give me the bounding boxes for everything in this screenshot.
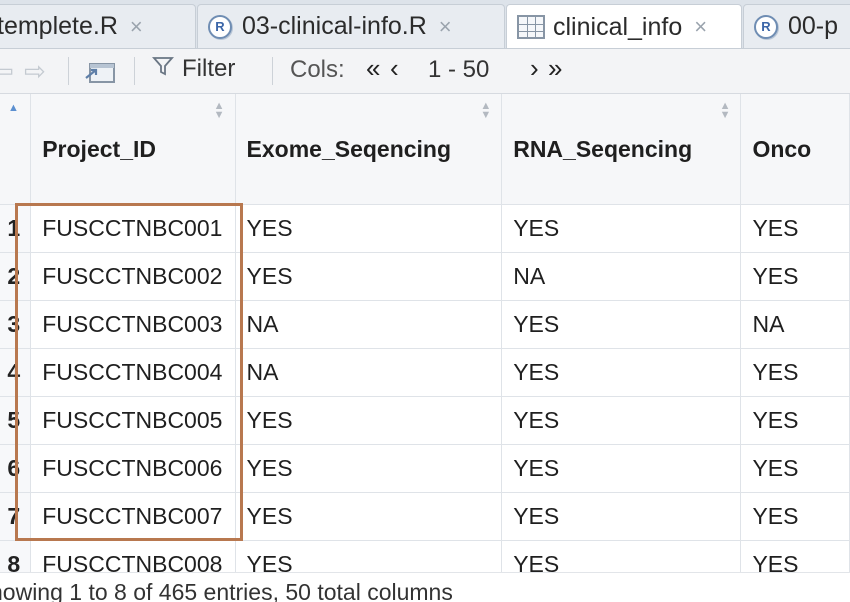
row-number: 1 xyxy=(0,204,32,253)
sort-icon: ▲ ▼ xyxy=(719,100,731,121)
table-cell: YES xyxy=(740,396,850,445)
table-cell: NA xyxy=(740,300,850,349)
table-cell: YES xyxy=(501,396,742,445)
editor-tab-bar: templete.R × R 03-clinical-info.R × clin… xyxy=(0,0,850,49)
table-row: 5 FUSCCTNBC005 YES YES YES xyxy=(0,396,850,445)
row-number: 5 xyxy=(0,396,32,445)
tab-clinical-info[interactable]: clinical_info × xyxy=(506,4,742,48)
data-grid-icon xyxy=(517,15,545,39)
table-cell: YES xyxy=(740,444,850,493)
sort-icon: ▲ ▼ xyxy=(480,100,492,121)
table-cell: YES xyxy=(235,444,503,493)
table-cell: FUSCCTNBC007 xyxy=(30,492,236,541)
table-row: 3 FUSCCTNBC003 NA YES NA xyxy=(0,300,850,349)
table-cell: YES xyxy=(235,492,503,541)
table-cell: NA xyxy=(235,300,503,349)
table-cell: FUSCCTNBC005 xyxy=(30,396,236,445)
column-header-project-id[interactable]: Project_ID ▲ ▼ xyxy=(30,94,236,205)
table-cell: FUSCCTNBC001 xyxy=(30,204,236,253)
column-range: 1 - 50 xyxy=(428,56,490,83)
r-file-icon: R xyxy=(754,14,778,39)
table-cell: YES xyxy=(740,348,850,397)
last-columns-button[interactable]: » xyxy=(548,53,563,83)
table-row: 4 FUSCCTNBC004 NA YES YES xyxy=(0,348,850,397)
data-viewer-toolbar: ⇦ ⇨ Filter Cols: « ‹ 1 - 50 › » xyxy=(0,49,850,94)
column-header-onco[interactable]: Onco xyxy=(740,94,850,205)
table-cell: FUSCCTNBC004 xyxy=(30,348,236,397)
table-cell: FUSCCTNBC006 xyxy=(30,444,236,493)
table-cell: FUSCCTNBC008 xyxy=(30,540,236,572)
table-cell: NA xyxy=(501,252,742,301)
tab-label: 00-p xyxy=(788,12,839,40)
row-number: 3 xyxy=(0,300,32,349)
table-cell: YES xyxy=(501,540,742,572)
table-cell: FUSCCTNBC003 xyxy=(30,300,236,349)
toolbar-divider xyxy=(272,57,273,85)
table-cell: YES xyxy=(501,444,742,493)
table-row: 6 FUSCCTNBC006 YES YES YES xyxy=(0,444,850,493)
next-columns-button[interactable]: › xyxy=(530,53,539,83)
cols-label: Cols: xyxy=(290,56,345,83)
row-number: 8 xyxy=(0,540,32,572)
filter-button[interactable]: Filter xyxy=(152,55,235,83)
table-row: 8 FUSCCTNBC008 YES YES YES xyxy=(0,540,850,572)
row-number: 2 xyxy=(0,252,32,301)
tab-00-p[interactable]: R 00-p xyxy=(743,4,850,48)
sort-icon: ▲ ▼ xyxy=(213,100,225,121)
table-cell: YES xyxy=(740,204,850,253)
table-cell: YES xyxy=(740,252,850,301)
data-table: ▲ Project_ID ▲ ▼ Exome_Seqencing ▲ ▼ RNA_S… xyxy=(0,94,850,572)
filter-label: Filter xyxy=(182,55,236,82)
popout-window-icon[interactable] xyxy=(84,58,116,84)
forward-arrow-icon[interactable]: ⇨ xyxy=(24,56,46,86)
tab-label: templete.R xyxy=(0,12,118,40)
toolbar-divider xyxy=(68,57,69,85)
entries-status-text: howing 1 to 8 of 465 entries, 50 total c… xyxy=(0,579,453,602)
funnel-icon xyxy=(152,55,174,83)
table-cell: NA xyxy=(235,348,503,397)
rownum-header[interactable]: ▲ xyxy=(0,94,32,205)
column-header-label: Onco xyxy=(752,135,812,162)
column-header-exome-seqencing[interactable]: Exome_Seqencing ▲ ▼ xyxy=(235,94,503,205)
tab-03-clinical-info-r[interactable]: R 03-clinical-info.R × xyxy=(197,4,505,48)
table-row: 2 FUSCCTNBC002 YES NA YES xyxy=(0,252,850,301)
column-header-label: Project_ID xyxy=(42,135,156,162)
table-cell: YES xyxy=(235,540,503,572)
row-number: 4 xyxy=(0,348,32,397)
table-cell: YES xyxy=(501,492,742,541)
toolbar-divider xyxy=(134,57,135,85)
tab-label: 03-clinical-info.R xyxy=(242,12,427,40)
table-cell: YES xyxy=(235,204,503,253)
tab-templete-r[interactable]: templete.R × xyxy=(0,4,196,48)
table-cell: YES xyxy=(501,348,742,397)
header-row: ▲ Project_ID ▲ ▼ Exome_Seqencing ▲ ▼ RNA_S… xyxy=(0,94,850,205)
column-header-label: Exome_Seqencing xyxy=(246,135,452,162)
column-header-rna-seqencing[interactable]: RNA_Seqencing ▲ ▼ xyxy=(501,94,742,205)
table-cell: YES xyxy=(235,396,503,445)
close-icon[interactable]: × xyxy=(694,14,708,39)
row-number: 6 xyxy=(0,444,32,493)
table-cell: YES xyxy=(501,300,742,349)
data-table-viewport[interactable]: ▲ Project_ID ▲ ▼ Exome_Seqencing ▲ ▼ RNA_S… xyxy=(0,94,850,572)
r-file-icon: R xyxy=(208,14,232,39)
table-row: 1 FUSCCTNBC001 YES YES YES xyxy=(0,204,850,253)
first-columns-button[interactable]: « xyxy=(366,53,381,83)
table-cell: YES xyxy=(501,204,742,253)
sort-icon: ▲ xyxy=(8,102,19,114)
table-row: 7 FUSCCTNBC007 YES YES YES xyxy=(0,492,850,541)
tab-label: clinical_info xyxy=(553,12,683,41)
table-cell: YES xyxy=(235,252,503,301)
row-number: 7 xyxy=(0,492,32,541)
table-cell: YES xyxy=(740,540,850,572)
previous-columns-button[interactable]: ‹ xyxy=(390,53,399,83)
close-icon[interactable]: × xyxy=(438,13,452,39)
back-arrow-icon[interactable]: ⇦ xyxy=(0,56,14,86)
column-header-label: RNA_Seqencing xyxy=(513,135,693,162)
close-icon[interactable]: × xyxy=(129,13,143,39)
entries-status-bar: howing 1 to 8 of 465 entries, 50 total c… xyxy=(0,572,850,602)
table-cell: YES xyxy=(740,492,850,541)
table-cell: FUSCCTNBC002 xyxy=(30,252,236,301)
